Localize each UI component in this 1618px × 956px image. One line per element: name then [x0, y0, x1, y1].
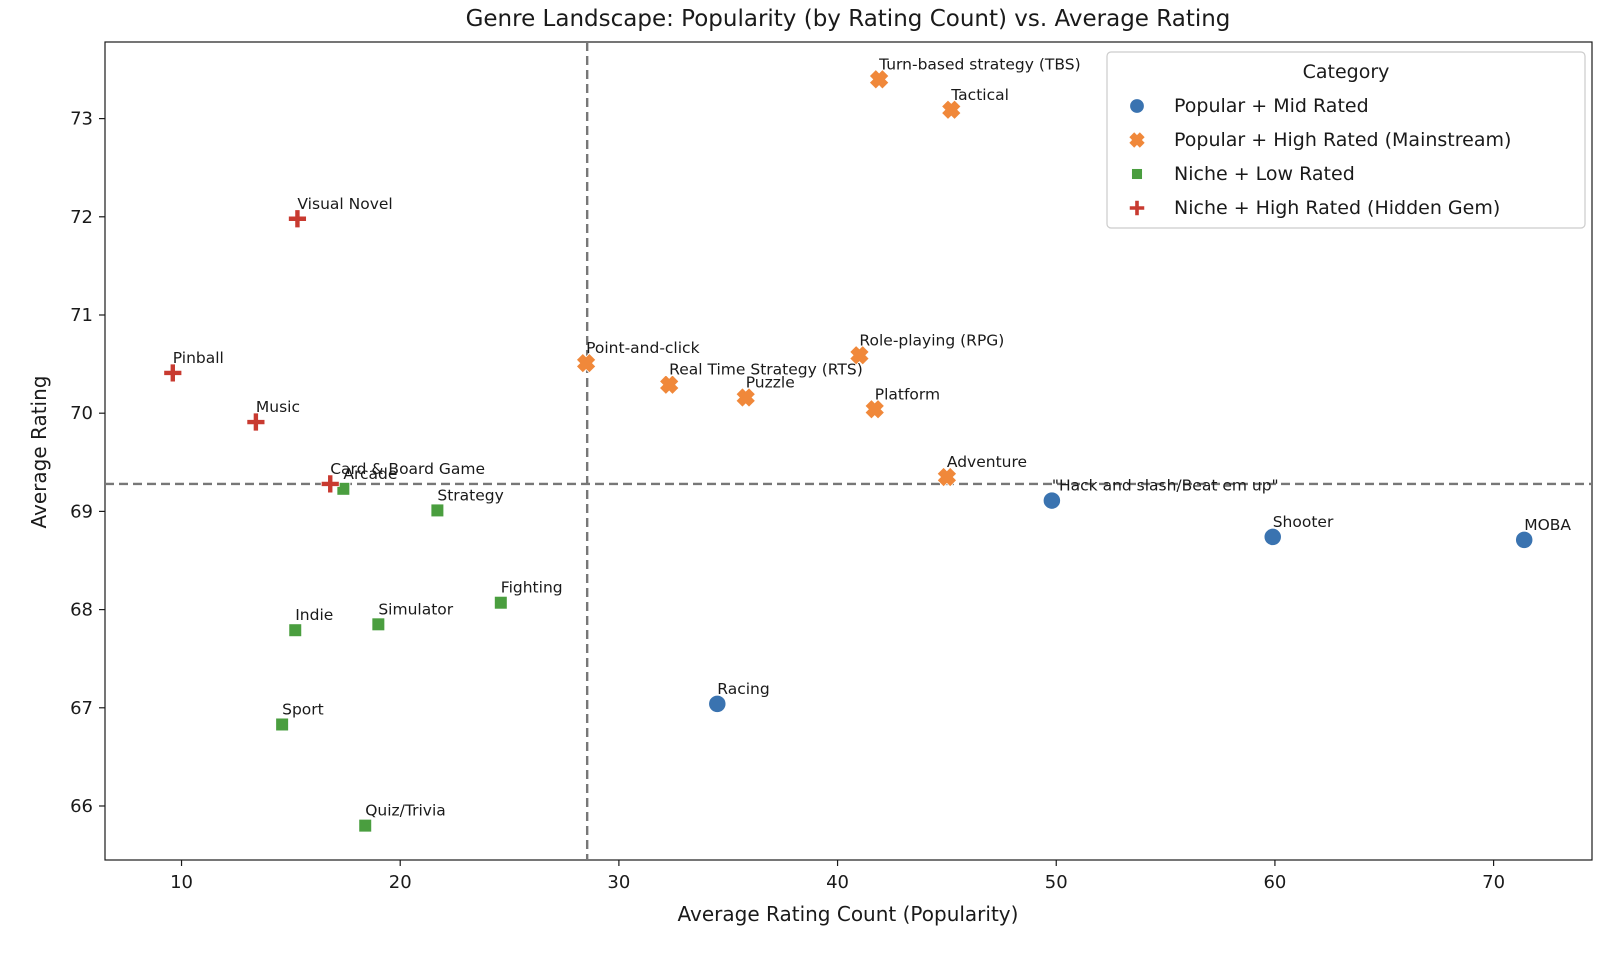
series-1: [575, 69, 962, 488]
x-tick-label: 50: [1045, 872, 1068, 893]
point-label: Pinball: [173, 349, 224, 367]
legend-label: Niche + Low Rated: [1174, 163, 1355, 185]
y-tick-label: 72: [70, 207, 93, 228]
data-point: [1514, 530, 1534, 550]
legend-marker: [1128, 199, 1146, 217]
x-tick-label: 60: [1263, 872, 1286, 893]
data-point: [864, 398, 886, 420]
point-label: Visual Novel: [297, 195, 392, 213]
data-point: [868, 69, 890, 90]
point-label: Point-and-click: [586, 339, 699, 357]
data-point: [371, 617, 386, 632]
data-point: [275, 717, 290, 732]
point-label: Adventure: [947, 453, 1027, 471]
y-tick-label: 70: [70, 403, 93, 424]
legend-label: Popular + High Rated (Mainstream): [1174, 129, 1511, 151]
point-label: Music: [256, 398, 300, 416]
series-0: [707, 490, 1534, 714]
x-tick-label: 70: [1482, 872, 1505, 893]
x-axis-label: Average Rating Count (Popularity): [678, 902, 1019, 926]
series-2: [275, 481, 508, 833]
plot-area: 10 20 30 40 50 60 70 66 67 68 69 70 71 72 73 "Hack and …: [70, 41, 1593, 893]
data-point: [658, 374, 680, 395]
data-point: [358, 818, 373, 833]
point-label: Platform: [875, 385, 940, 403]
legend-box: [1106, 51, 1586, 229]
data-point: [1262, 527, 1283, 547]
point-label: Tactical: [950, 86, 1009, 104]
x-tick-label: 40: [826, 872, 849, 893]
point-label: Shooter: [1273, 513, 1334, 531]
point-label: Simulator: [378, 600, 453, 618]
y-axis-label: Average Rating: [27, 376, 51, 529]
point-label: Quiz/Trivia: [365, 802, 446, 820]
legend-item: Popular + High Rated (Mainstream): [1128, 129, 1511, 151]
data-point: [1042, 490, 1062, 511]
point-label: Card & Board Game: [330, 460, 485, 478]
point-label: Puzzle: [746, 373, 795, 391]
point-label: MOBA: [1524, 516, 1571, 534]
data-point: [849, 344, 870, 366]
series-3: [163, 209, 340, 494]
legend-marker: [1128, 97, 1146, 115]
x-tick-label: 10: [170, 872, 193, 893]
data-point: [936, 466, 958, 488]
legend-label: Niche + High Rated (Hidden Gem): [1174, 197, 1500, 219]
legend-title: Category: [1303, 61, 1390, 83]
legend-item: Niche + Low Rated: [1130, 163, 1355, 185]
data-point: [288, 209, 307, 229]
legend-item: Popular + Mid Rated: [1128, 95, 1369, 117]
data-point: [320, 474, 340, 494]
data-point: [575, 352, 597, 374]
point-label: Racing: [717, 680, 769, 698]
data-point: [430, 503, 445, 518]
point-label: Strategy: [437, 486, 503, 504]
y-tick-label: 66: [70, 796, 93, 817]
legend-label: Popular + Mid Rated: [1174, 95, 1369, 117]
data-point: [163, 363, 183, 383]
point-label: Turn-based strategy (TBS): [878, 55, 1081, 73]
point-label: Real Time Strategy (RTS): [669, 361, 863, 379]
data-point: [288, 623, 303, 638]
y-tick-label: 73: [70, 109, 93, 130]
point-label: Arcade: [343, 465, 397, 483]
chart-title: Genre Landscape: Popularity (by Rating C…: [466, 6, 1231, 32]
y-tick-label: 67: [70, 698, 93, 719]
data-point: [246, 412, 266, 432]
x-tick-label: 30: [607, 872, 630, 893]
point-label: Sport: [282, 700, 324, 718]
legend-item: Niche + High Rated (Hidden Gem): [1128, 197, 1500, 219]
plot-frame: [104, 41, 1593, 861]
point-label: Role-playing (RPG): [859, 331, 1004, 349]
y-tick-label: 71: [70, 305, 93, 326]
data-point: [941, 99, 962, 121]
legend-marker: [1128, 131, 1146, 149]
point-label: "Hack and slash/Beat em up": [1052, 477, 1279, 495]
legend-marker: [1130, 167, 1144, 181]
data-point: [493, 595, 508, 610]
point-label: Indie: [295, 606, 333, 624]
legend: Category Popular + Mid Rated Popular + Hig…: [1106, 51, 1586, 229]
y-tick-label: 68: [70, 600, 93, 621]
point-label: Fighting: [501, 579, 563, 597]
x-tick-label: 20: [389, 872, 412, 893]
data-point: [336, 481, 351, 496]
y-tick-label: 69: [70, 501, 93, 522]
data-point: [707, 694, 728, 714]
data-point: [735, 387, 756, 408]
